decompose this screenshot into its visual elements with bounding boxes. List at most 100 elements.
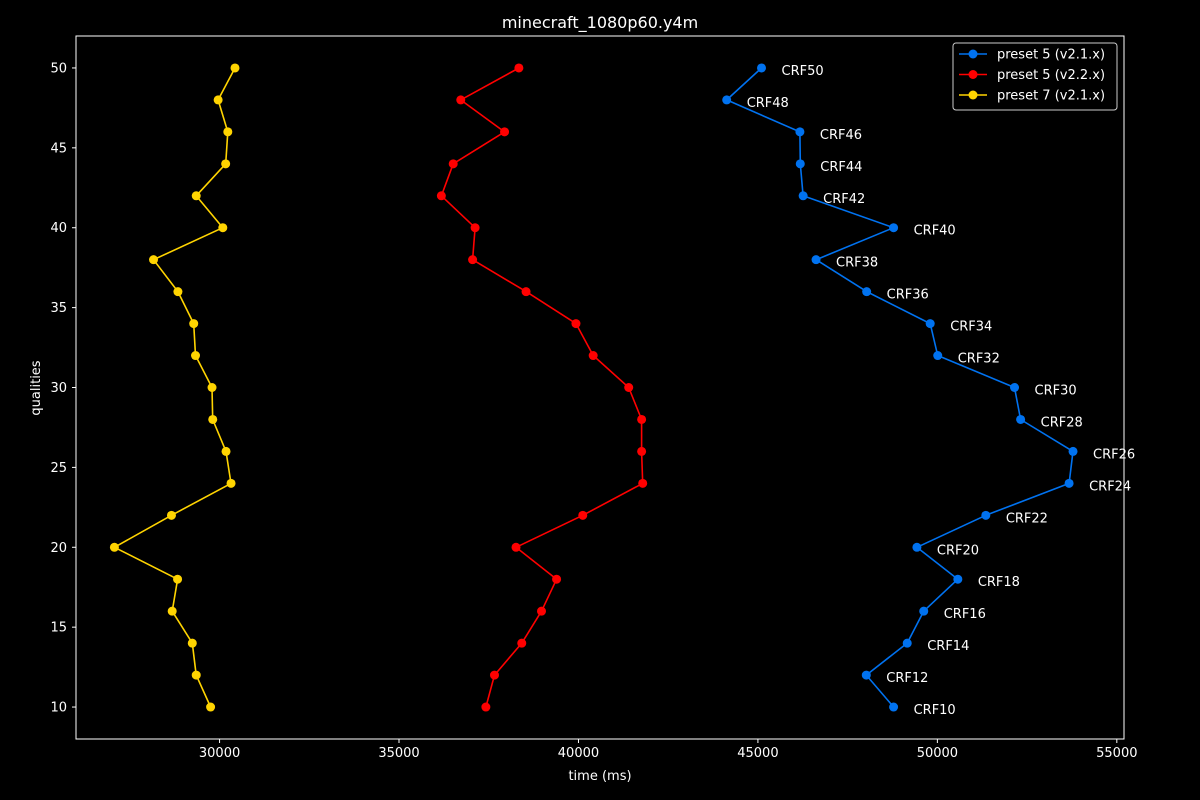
point-label: CRF10 xyxy=(914,703,956,718)
data-point xyxy=(514,63,524,73)
point-label: CRF50 xyxy=(782,64,824,79)
data-point xyxy=(191,351,201,361)
point-label: CRF40 xyxy=(914,224,956,239)
x-tick-label: 50000 xyxy=(917,746,958,761)
data-point xyxy=(481,702,491,712)
point-label: CRF26 xyxy=(1093,447,1135,462)
data-point xyxy=(109,542,119,552)
series-group xyxy=(722,63,1078,712)
data-point xyxy=(1010,383,1020,392)
plot-area xyxy=(75,35,1125,740)
series-group xyxy=(109,63,240,712)
point-label: CRF46 xyxy=(820,128,862,143)
point-label: CRF14 xyxy=(927,639,969,654)
data-point xyxy=(861,670,871,680)
data-point xyxy=(213,95,223,105)
data-point xyxy=(889,702,899,712)
legend-marker xyxy=(968,70,978,79)
data-point xyxy=(637,414,647,424)
data-point xyxy=(925,319,935,329)
data-point xyxy=(933,351,943,361)
data-point xyxy=(862,287,872,297)
data-point xyxy=(511,542,521,552)
data-point xyxy=(226,478,236,488)
data-point xyxy=(173,287,183,297)
point-label: CRF24 xyxy=(1089,479,1131,494)
data-point xyxy=(500,127,510,137)
legend-label: preset 7 (v2.1.x) xyxy=(997,89,1105,104)
chart-title: minecraft_1080p60.y4m xyxy=(502,13,698,33)
x-tick-label: 40000 xyxy=(558,746,599,761)
data-point xyxy=(166,510,176,520)
data-point xyxy=(571,319,581,329)
point-label: CRF36 xyxy=(887,288,929,303)
point-label: CRF48 xyxy=(747,96,789,111)
x-tick-label: 35000 xyxy=(378,746,419,761)
data-point xyxy=(578,510,588,520)
x-tick-label: 55000 xyxy=(1096,746,1137,761)
data-point xyxy=(456,95,466,105)
data-point xyxy=(191,191,201,201)
point-label: CRF44 xyxy=(820,160,862,175)
data-point xyxy=(912,542,922,552)
data-point xyxy=(470,223,480,233)
legend-marker xyxy=(968,49,978,59)
point-label: CRF34 xyxy=(950,320,992,335)
y-tick-label: 50 xyxy=(50,61,67,76)
y-tick-label: 15 xyxy=(50,621,67,636)
x-axis-label: time (ms) xyxy=(568,769,631,784)
data-point xyxy=(722,95,732,105)
data-point xyxy=(489,670,499,680)
data-point xyxy=(207,383,217,392)
data-point xyxy=(757,63,767,73)
data-point xyxy=(919,606,929,616)
data-point xyxy=(1016,414,1026,424)
data-point xyxy=(953,574,963,584)
y-tick-label: 30 xyxy=(50,381,67,396)
data-point xyxy=(795,159,805,169)
x-axis-ticks: 30000 35000 40000 45000 50000 55000 xyxy=(199,739,1138,761)
point-label: CRF30 xyxy=(1035,384,1077,399)
point-label: CRF38 xyxy=(836,256,878,271)
point-label: CRF32 xyxy=(958,352,1000,367)
data-point xyxy=(221,446,231,456)
data-point xyxy=(208,414,218,424)
y-tick-label: 20 xyxy=(50,541,67,556)
data-point xyxy=(517,638,527,648)
data-point xyxy=(468,255,478,265)
series-group xyxy=(436,63,648,712)
y-tick-label: 10 xyxy=(50,701,67,716)
y-tick-label: 25 xyxy=(50,461,67,476)
legend-label: preset 5 (v2.2.x) xyxy=(997,68,1105,83)
y-axis-label: qualities xyxy=(29,360,44,415)
point-label: CRF42 xyxy=(823,192,865,207)
data-point xyxy=(536,606,546,616)
data-point xyxy=(1068,446,1078,456)
data-point xyxy=(552,574,562,584)
point-label: CRF22 xyxy=(1006,511,1048,526)
x-tick-label: 30000 xyxy=(199,746,240,761)
point-label: CRF28 xyxy=(1041,415,1083,430)
data-point xyxy=(638,478,648,488)
data-point xyxy=(795,127,805,137)
data-point xyxy=(230,63,240,73)
data-point xyxy=(218,223,228,233)
y-tick-label: 40 xyxy=(50,221,67,236)
data-point xyxy=(889,223,899,233)
data-point xyxy=(221,159,231,169)
data-point xyxy=(448,159,458,169)
data-point xyxy=(811,255,821,265)
data-point xyxy=(223,127,233,137)
point-label: CRF16 xyxy=(944,607,986,622)
data-point xyxy=(189,319,199,329)
data-point xyxy=(624,383,634,392)
legend: preset 5 (v2.1.x) preset 5 (v2.2.x) preset… xyxy=(952,42,1118,111)
data-point xyxy=(588,351,598,361)
point-label: CRF18 xyxy=(978,575,1020,590)
legend-label: preset 5 (v2.1.x) xyxy=(997,48,1105,63)
crf-labels: CRF10 CRF12 CRF14 CRF16 CRF18 CRF20 CRF22 CRF24… xyxy=(747,64,1135,718)
data-point xyxy=(206,702,216,712)
data-point xyxy=(436,191,446,201)
data-point xyxy=(187,638,197,648)
